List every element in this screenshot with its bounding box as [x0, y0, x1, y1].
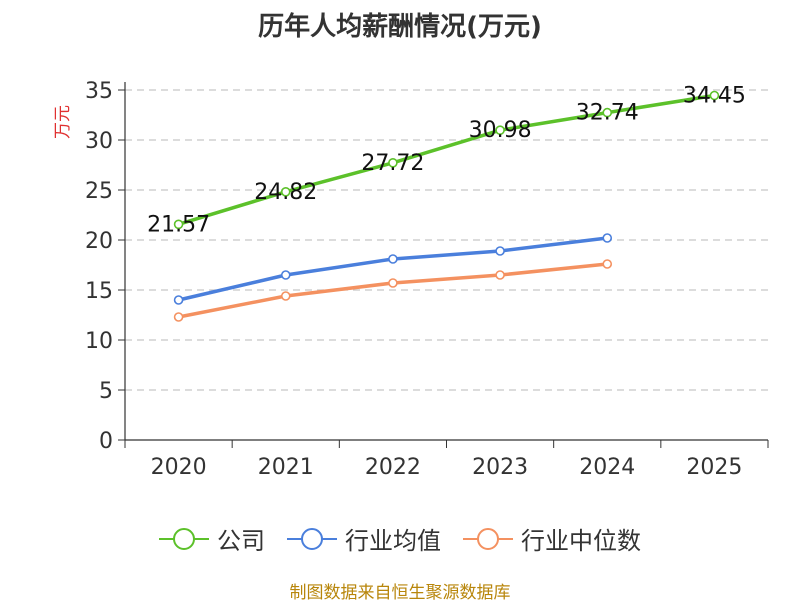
data-point: [495, 125, 505, 135]
data-label: 27.72: [361, 151, 424, 176]
data-label: 21.57: [147, 212, 210, 237]
y-tick-label: 35: [85, 79, 113, 104]
x-tick-label: 2020: [151, 455, 207, 480]
data-point: [173, 312, 184, 322]
y-tick-label: 0: [99, 429, 113, 454]
legend-label: 行业均值: [345, 527, 441, 555]
y-axis-title: 万元: [53, 105, 73, 139]
legend-swatch-icon: [159, 527, 209, 550]
data-point: [388, 254, 398, 264]
data-point: [495, 270, 505, 280]
y-tick-label: 20: [85, 229, 113, 254]
y-tick-label: 15: [85, 279, 113, 304]
data-point: [173, 219, 184, 230]
data-label: 30.98: [469, 118, 532, 143]
data-label: 32.74: [576, 101, 639, 126]
y-tick-label: 10: [85, 329, 113, 354]
x-tick-label: 2023: [472, 455, 528, 480]
x-tick-label: 2021: [258, 455, 314, 480]
legend-label: 公司: [217, 527, 265, 555]
x-tick-label: 2022: [365, 455, 421, 480]
data-point: [280, 291, 291, 301]
chart-title: 历年人均薪酬情况(万元): [258, 12, 542, 42]
data-point: [495, 246, 505, 256]
data-point: [173, 295, 184, 305]
legend-label: 行业中位数: [521, 527, 641, 555]
legend-item-2[interactable]: 行业中位数: [463, 521, 641, 556]
data-point: [388, 278, 398, 288]
legend-swatch-icon: [287, 527, 337, 550]
x-tick-label: 2025: [686, 455, 742, 480]
y-tick-label: 25: [85, 179, 113, 204]
series-line-0: [178, 93, 715, 226]
data-point: [280, 270, 291, 280]
legend-item-1[interactable]: 行业均值: [287, 521, 441, 556]
legend-swatch-icon: [463, 527, 513, 550]
source-note: 制图数据来自恒生聚源数据库: [289, 583, 511, 603]
data-label: 34.45: [683, 84, 746, 109]
data-point: [709, 90, 720, 101]
data-point: [388, 158, 398, 168]
legend: 公司 行业均值 行业中位数: [0, 521, 800, 556]
data-point: [280, 187, 291, 197]
data-point: [602, 259, 613, 269]
y-tick-label: 30: [85, 129, 113, 154]
y-tick-label: 5: [99, 379, 113, 404]
data-point: [602, 233, 613, 243]
data-label: 24.82: [254, 180, 317, 205]
data-point: [602, 107, 613, 118]
x-tick-label: 2024: [579, 455, 635, 480]
legend-item-0[interactable]: 公司: [159, 521, 265, 556]
